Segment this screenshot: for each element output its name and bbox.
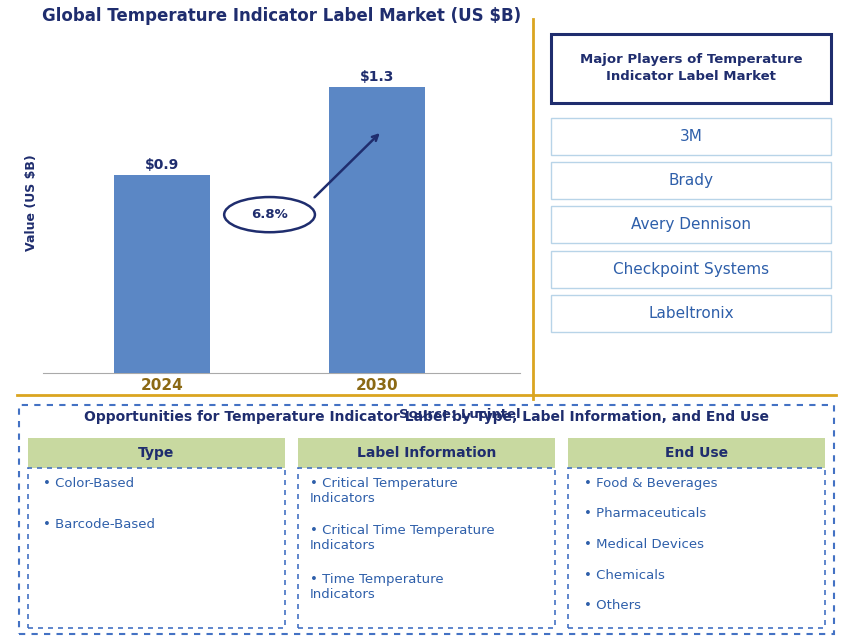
Text: $0.9: $0.9 xyxy=(145,158,179,172)
FancyBboxPatch shape xyxy=(550,251,830,288)
Y-axis label: Value (US $B): Value (US $B) xyxy=(26,154,38,251)
Text: Major Players of Temperature
Indicator Label Market: Major Players of Temperature Indicator L… xyxy=(579,53,801,84)
FancyBboxPatch shape xyxy=(550,206,830,243)
FancyBboxPatch shape xyxy=(567,439,825,467)
FancyBboxPatch shape xyxy=(27,467,285,628)
Text: • Time Temperature
Indicators: • Time Temperature Indicators xyxy=(310,573,443,601)
FancyBboxPatch shape xyxy=(297,439,555,467)
Text: • Color-Based: • Color-Based xyxy=(43,477,135,490)
Text: $1.3: $1.3 xyxy=(360,70,394,84)
Text: Opportunities for Temperature Indicator Label by Type, Label Information, and En: Opportunities for Temperature Indicator … xyxy=(83,410,769,424)
Bar xyxy=(114,175,210,373)
Text: • Critical Time Temperature
Indicators: • Critical Time Temperature Indicators xyxy=(310,524,494,552)
Text: Label Information: Label Information xyxy=(356,446,496,460)
Text: 3M: 3M xyxy=(679,129,701,143)
Text: • Medical Devices: • Medical Devices xyxy=(583,538,703,551)
FancyBboxPatch shape xyxy=(297,467,555,628)
Text: • Chemicals: • Chemicals xyxy=(583,568,664,581)
FancyBboxPatch shape xyxy=(550,35,830,103)
FancyBboxPatch shape xyxy=(550,295,830,332)
Bar xyxy=(329,87,424,373)
FancyBboxPatch shape xyxy=(550,118,830,155)
FancyBboxPatch shape xyxy=(27,439,285,467)
Text: • Barcode-Based: • Barcode-Based xyxy=(43,518,155,531)
FancyBboxPatch shape xyxy=(567,467,825,628)
Text: • Others: • Others xyxy=(583,599,640,612)
Text: Source: Lucintel: Source: Lucintel xyxy=(398,408,520,421)
Text: Checkpoint Systems: Checkpoint Systems xyxy=(612,262,769,276)
Title: Global Temperature Indicator Label Market (US $B): Global Temperature Indicator Label Marke… xyxy=(42,7,521,25)
Text: Labeltronix: Labeltronix xyxy=(648,306,733,321)
FancyBboxPatch shape xyxy=(550,162,830,199)
Text: • Pharmaceuticals: • Pharmaceuticals xyxy=(583,507,705,520)
Text: Avery Dennison: Avery Dennison xyxy=(630,217,750,232)
Text: • Food & Beverages: • Food & Beverages xyxy=(583,477,717,490)
Text: 6.8%: 6.8% xyxy=(250,208,288,221)
Text: End Use: End Use xyxy=(665,446,728,460)
Text: • Critical Temperature
Indicators: • Critical Temperature Indicators xyxy=(310,477,458,505)
Text: Brady: Brady xyxy=(668,173,712,188)
Text: Type: Type xyxy=(138,446,175,460)
